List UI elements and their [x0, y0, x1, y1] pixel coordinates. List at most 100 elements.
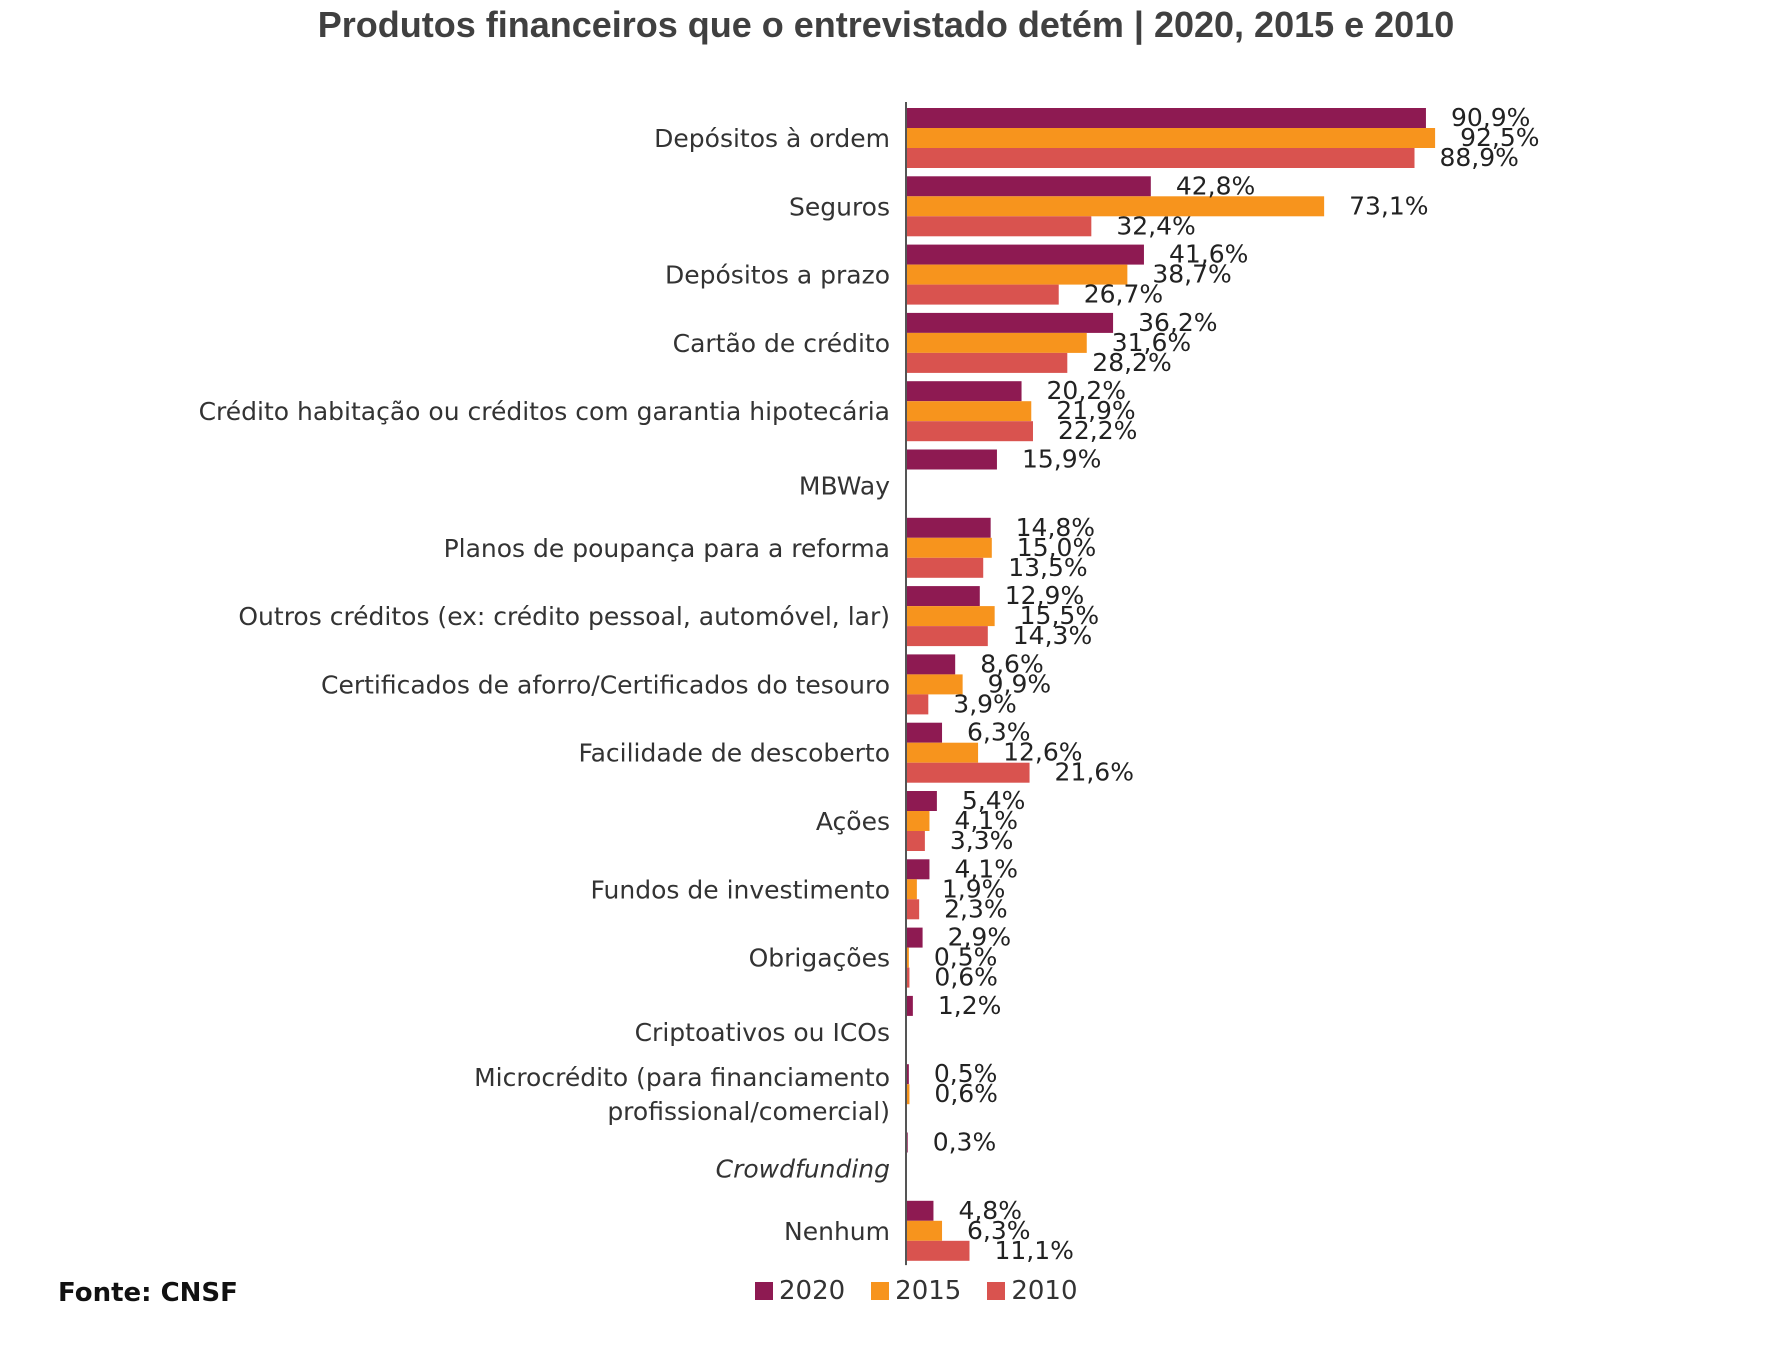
category-label-depositos-a-prazo: Depósitos a prazo	[665, 261, 890, 290]
value-label-2015-certificados-de-aforro-certificados-do-t: 9,9%	[988, 669, 1052, 698]
category-label-acoes: Ações	[816, 807, 890, 836]
value-label-2010-depositos-a-prazo: 26,7%	[1084, 280, 1163, 309]
category-label-planos-de-poupanca-para-a-reforma: Planos de poupança para a reforma	[444, 534, 890, 563]
value-label-2010-cartao-de-credito: 28,2%	[1092, 348, 1171, 377]
value-label-2015-depositos-a-prazo: 38,7%	[1152, 260, 1231, 289]
bar-2015-certificados-de-aforro-certificados-do-t	[906, 674, 963, 695]
bar-2020-microcredito-para-financiamento-profissi	[906, 1064, 909, 1085]
category-label-seguros: Seguros	[789, 192, 890, 221]
value-label-2020-depositos-a-prazo: 41,6%	[1169, 240, 1248, 269]
value-label-2010-obrigacoes: 0,6%	[934, 963, 998, 992]
bar-2020-nenhum	[906, 1200, 934, 1221]
bar-2020-credito-habitacao-ou-creditos-com-garant	[906, 381, 1022, 402]
category-label-credito-habitacao-ou-creditos-com-garant: Crédito habitação ou créditos com garant…	[199, 397, 890, 426]
legend-item-2020: 2020	[755, 1276, 845, 1306]
bar-2015-depositos-a-prazo	[906, 264, 1128, 285]
value-label-2020-depositos-a-ordem: 90,9%	[1451, 103, 1530, 132]
bar-2010-facilidade-de-descoberto	[906, 762, 1030, 783]
bar-2010-seguros	[906, 216, 1092, 237]
value-label-2010-acoes: 3,3%	[950, 826, 1014, 855]
bar-2020-depositos-a-prazo	[906, 244, 1144, 265]
legend-swatch-2015	[871, 1282, 890, 1300]
value-label-2020-cartao-de-credito: 36,2%	[1138, 308, 1217, 337]
bar-2020-planos-de-poupanca-para-a-reforma	[906, 517, 991, 538]
category-label-crowdfunding: Crowdfunding	[716, 1155, 890, 1184]
bar-2020-cartao-de-credito	[906, 312, 1114, 333]
bar-2010-acoes	[906, 831, 925, 851]
legend-label-2015: 2015	[895, 1276, 962, 1306]
value-label-2020-obrigacoes: 2,9%	[948, 923, 1012, 952]
legend-label-2020: 2020	[779, 1276, 846, 1306]
value-label-2010-certificados-de-aforro-certificados-do-t: 3,9%	[953, 689, 1017, 718]
bar-2010-outros-creditos-ex-credito-pessoal-autom	[906, 626, 988, 647]
value-label-2020-seguros: 42,8%	[1176, 171, 1255, 200]
value-label-2015-obrigacoes: 0,5%	[934, 943, 998, 972]
value-label-2010-facilidade-de-descoberto: 21,6%	[1055, 758, 1134, 787]
bar-2010-depositos-a-prazo	[906, 284, 1059, 305]
value-label-2015-acoes: 4,1%	[954, 806, 1018, 835]
value-label-2015-credito-habitacao-ou-creditos-com-garant: 21,9%	[1056, 396, 1135, 425]
value-label-2020-planos-de-poupanca-para-a-reforma: 14,8%	[1016, 513, 1095, 542]
bar-2010-planos-de-poupanca-para-a-reforma	[906, 557, 984, 578]
value-label-2010-nenhum: 11,1%	[994, 1236, 1073, 1265]
bar-2010-certificados-de-aforro-certificados-do-t	[906, 694, 929, 715]
bar-2010-cartao-de-credito	[906, 352, 1068, 373]
bar-2015-outros-creditos-ex-credito-pessoal-autom	[906, 606, 995, 627]
source-note: Fonte: CNSF	[58, 1278, 238, 1308]
bar-2015-credito-habitacao-ou-creditos-com-garant	[906, 401, 1032, 422]
chart-title: Produtos financeiros que o entrevistado …	[317, 4, 1455, 45]
bar-2020-facilidade-de-descoberto	[906, 722, 943, 743]
legend-swatch-2010	[987, 1282, 1006, 1300]
value-label-2015-depositos-a-ordem: 92,5%	[1460, 123, 1539, 152]
category-label-mbway: MBWay	[799, 472, 890, 501]
value-label-2010-planos-de-poupanca-para-a-reforma: 13,5%	[1008, 553, 1087, 582]
value-label-2010-credito-habitacao-ou-creditos-com-garant: 22,2%	[1058, 416, 1137, 445]
value-labels-layer: 90,9%92,5%88,9% 42,8% 73,1% 32,4%41,6%38,7%…	[933, 103, 1540, 1265]
bar-2020-mbway	[906, 449, 997, 470]
category-label-cartao-de-credito: Cartão de crédito	[673, 329, 890, 358]
value-label-2020-fundos-de-investimento: 4,1%	[954, 854, 1018, 883]
value-label-2015-planos-de-poupanca-para-a-reforma: 15,0%	[1017, 533, 1096, 562]
category-label-facilidade-de-descoberto: Facilidade de descoberto	[578, 739, 890, 768]
value-label-2015-cartao-de-credito: 31,6%	[1112, 328, 1191, 357]
value-label-2020-outros-creditos-ex-credito-pessoal-autom: 12,9%	[1005, 581, 1084, 610]
category-label-microcredito-para-financiamento-profissi: Microcrédito (para financiamento profissi…	[474, 1063, 890, 1126]
bar-2015-depositos-a-ordem	[906, 128, 1436, 148]
category-label-obrigacoes: Obrigações	[749, 944, 890, 973]
bars-layer	[906, 108, 1436, 1261]
bar-2015-microcredito-para-financiamento-profissi	[906, 1084, 910, 1105]
value-label-2020-microcredito-para-financiamento-profissi: 0,5%	[934, 1059, 998, 1088]
legend-label-2010: 2010	[1011, 1276, 1078, 1306]
value-label-2020-certificados-de-aforro-certificados-do-t: 8,6%	[980, 649, 1044, 678]
bar-2010-fundos-de-investimento	[906, 899, 920, 920]
bar-2020-obrigacoes	[906, 927, 923, 948]
value-label-2020-facilidade-de-descoberto: 6,3%	[967, 718, 1031, 747]
value-label-2010-outros-creditos-ex-credito-pessoal-autom: 14,3%	[1013, 621, 1092, 650]
bar-2015-seguros	[906, 196, 1325, 217]
legend: 2020 2015 2010	[755, 1276, 1078, 1306]
value-label-2020-mbway: 15,9%	[1022, 445, 1101, 474]
value-label-2020-criptoativos-ou-icos: 1,2%	[938, 991, 1002, 1020]
legend-swatch-2020	[755, 1282, 773, 1300]
bar-2010-credito-habitacao-ou-creditos-com-garant	[906, 421, 1033, 442]
value-label-2010-seguros: 32,4%	[1116, 211, 1195, 240]
bar-2020-depositos-a-ordem	[906, 108, 1426, 128]
value-label-2015-facilidade-de-descoberto: 12,6%	[1003, 738, 1082, 767]
legend-item-2015: 2015	[871, 1276, 961, 1306]
category-labels-layer: Depósitos à ordem Seguros Depósitos a praz…	[199, 124, 891, 1246]
bar-2020-criptoativos-ou-icos	[906, 995, 913, 1016]
category-label-certificados-de-aforro-certificados-do-t: Certificados de aforro/Certificados do t…	[321, 670, 890, 699]
category-label-depositos-a-ordem: Depósitos à ordem	[654, 124, 890, 153]
bar-2010-depositos-a-ordem	[906, 148, 1415, 168]
bar-2015-cartao-de-credito	[906, 332, 1087, 353]
value-label-2010-depositos-a-ordem: 88,9%	[1440, 143, 1519, 172]
bar-2020-certificados-de-aforro-certificados-do-t	[906, 654, 956, 675]
bar-2010-nenhum	[906, 1240, 970, 1261]
bar-2015-facilidade-de-descoberto	[906, 742, 979, 763]
category-label-nenhum: Nenhum	[784, 1217, 890, 1246]
bar-2020-fundos-de-investimento	[906, 859, 930, 880]
value-label-2015-fundos-de-investimento: 1,9%	[942, 874, 1006, 903]
category-label-outros-creditos-ex-credito-pessoal-autom: Outros créditos (ex: crédito pessoal, au…	[238, 602, 890, 631]
legend-item-2010: 2010	[987, 1276, 1078, 1306]
